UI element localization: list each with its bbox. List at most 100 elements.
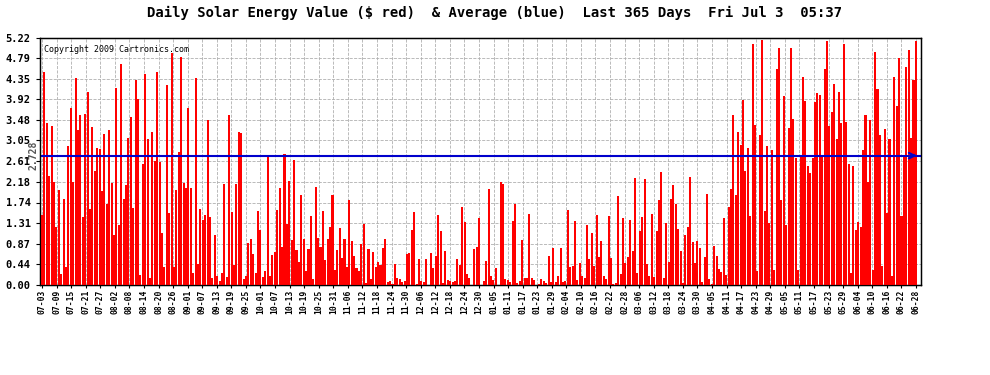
- Bar: [615, 283, 617, 285]
- Bar: [751, 44, 753, 285]
- Bar: [60, 274, 62, 285]
- Bar: [456, 259, 458, 285]
- Bar: [630, 219, 632, 285]
- Bar: [303, 239, 305, 285]
- Bar: [526, 278, 528, 285]
- Bar: [817, 93, 819, 285]
- Bar: [529, 214, 531, 285]
- Bar: [96, 148, 98, 285]
- Bar: [197, 264, 199, 285]
- Bar: [360, 244, 362, 285]
- Bar: [780, 200, 782, 285]
- Bar: [646, 264, 648, 285]
- Bar: [168, 213, 170, 285]
- Bar: [46, 123, 48, 285]
- Bar: [300, 195, 302, 285]
- Bar: [298, 262, 300, 285]
- Bar: [514, 204, 516, 285]
- Bar: [342, 258, 344, 285]
- Bar: [557, 276, 559, 285]
- Bar: [901, 216, 903, 285]
- Bar: [423, 282, 425, 285]
- Bar: [165, 86, 168, 285]
- Bar: [362, 224, 364, 285]
- Bar: [408, 254, 410, 285]
- Bar: [598, 257, 600, 285]
- Bar: [608, 216, 610, 285]
- Bar: [128, 138, 130, 285]
- Bar: [478, 218, 480, 285]
- Bar: [545, 283, 547, 285]
- Bar: [266, 156, 268, 285]
- Bar: [487, 189, 490, 285]
- Bar: [756, 271, 758, 285]
- Bar: [862, 150, 864, 285]
- Bar: [379, 265, 381, 285]
- Bar: [502, 184, 504, 285]
- Bar: [372, 252, 374, 285]
- Bar: [740, 146, 742, 285]
- Bar: [869, 120, 871, 285]
- Bar: [86, 92, 89, 285]
- Bar: [788, 128, 790, 285]
- Bar: [254, 273, 256, 285]
- Bar: [387, 282, 389, 285]
- Bar: [721, 272, 723, 285]
- Bar: [857, 222, 859, 285]
- Bar: [192, 273, 194, 285]
- Bar: [632, 251, 634, 285]
- Bar: [490, 276, 492, 285]
- Bar: [325, 260, 327, 285]
- Bar: [512, 221, 514, 285]
- Bar: [283, 154, 285, 285]
- Bar: [161, 233, 163, 285]
- Bar: [733, 115, 735, 285]
- Bar: [116, 88, 118, 285]
- Bar: [586, 225, 588, 285]
- Bar: [852, 166, 854, 285]
- Bar: [850, 273, 852, 285]
- Bar: [458, 265, 460, 285]
- Bar: [581, 276, 583, 285]
- Bar: [57, 190, 59, 285]
- Bar: [82, 217, 84, 285]
- Bar: [79, 115, 81, 285]
- Bar: [746, 148, 748, 285]
- Bar: [278, 189, 281, 285]
- Bar: [243, 279, 245, 285]
- Bar: [350, 240, 352, 285]
- Bar: [771, 150, 773, 285]
- Bar: [49, 176, 50, 285]
- Bar: [800, 156, 802, 285]
- Bar: [768, 223, 770, 285]
- Bar: [754, 124, 756, 285]
- Bar: [864, 114, 866, 285]
- Bar: [170, 53, 172, 285]
- Bar: [262, 277, 264, 285]
- Bar: [185, 188, 187, 285]
- Bar: [579, 262, 581, 285]
- Bar: [322, 211, 324, 285]
- Bar: [123, 199, 125, 285]
- Bar: [209, 216, 211, 285]
- Bar: [248, 243, 249, 285]
- Bar: [374, 267, 377, 285]
- Bar: [175, 189, 177, 285]
- Bar: [562, 282, 564, 285]
- Bar: [195, 78, 197, 285]
- Bar: [728, 207, 730, 285]
- Bar: [207, 120, 209, 285]
- Bar: [874, 52, 876, 285]
- Bar: [204, 215, 206, 285]
- Bar: [588, 259, 590, 285]
- Bar: [718, 269, 720, 285]
- Bar: [655, 231, 657, 285]
- Bar: [644, 180, 645, 285]
- Bar: [492, 280, 494, 285]
- Bar: [269, 276, 271, 285]
- Bar: [337, 251, 339, 285]
- Bar: [634, 178, 636, 285]
- Bar: [795, 158, 797, 285]
- Bar: [135, 80, 137, 285]
- Bar: [841, 123, 842, 285]
